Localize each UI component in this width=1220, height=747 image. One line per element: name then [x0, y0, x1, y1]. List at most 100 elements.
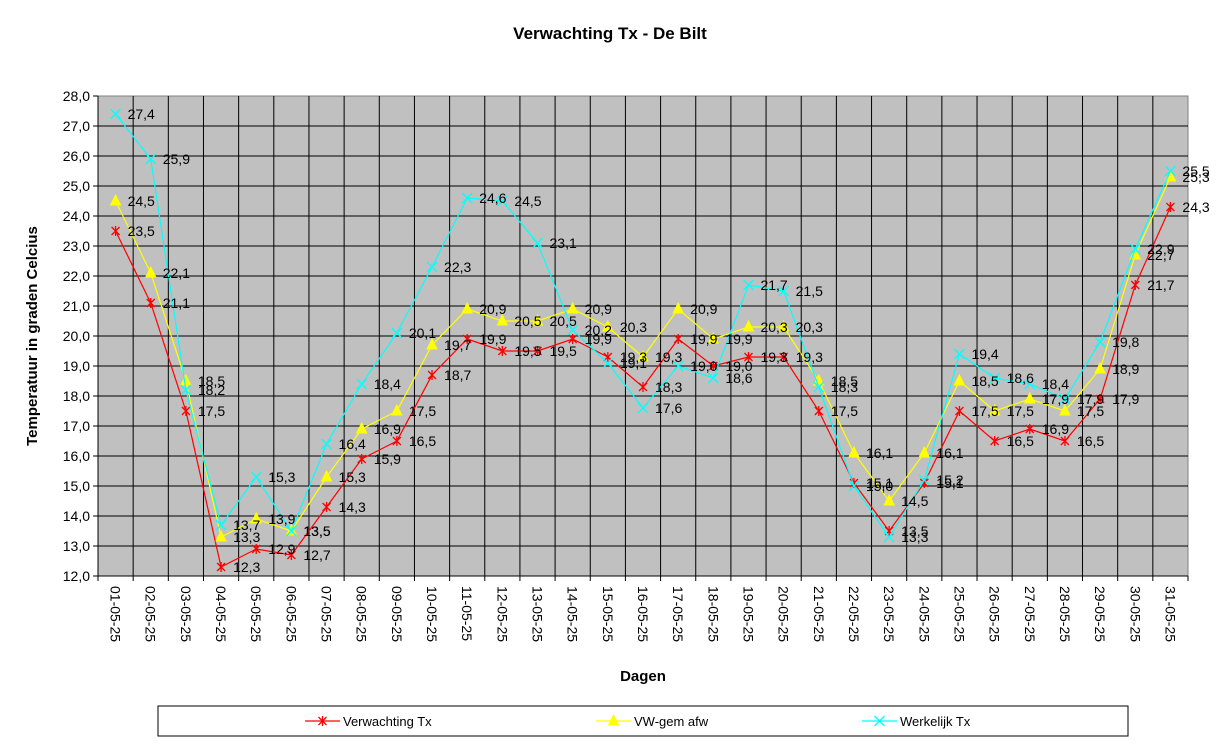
data-label: 20,9	[585, 301, 612, 317]
data-point	[672, 301, 684, 314]
data-label: 20,2	[585, 322, 612, 338]
data-label: 19,7	[444, 337, 471, 353]
data-label: 12,7	[303, 547, 330, 563]
data-point	[1023, 391, 1036, 404]
data-label: 19,3	[620, 349, 647, 365]
data-label: 19,3	[655, 349, 682, 365]
data-point	[180, 373, 192, 386]
x-axis-title: Dagen	[620, 668, 666, 685]
data-point	[777, 319, 790, 332]
data-point	[883, 531, 895, 543]
data-point	[427, 370, 437, 380]
data-label: 18,5	[831, 373, 858, 389]
y-tick-label: 26,0	[63, 148, 90, 164]
data-point	[146, 298, 156, 308]
data-label: 13,5	[303, 523, 330, 539]
data-label: 21,7	[760, 277, 787, 293]
y-tick-label: 17,0	[63, 418, 90, 434]
data-label: 17,5	[198, 403, 225, 419]
data-point	[531, 313, 544, 326]
data-point	[672, 360, 684, 372]
data-point	[355, 421, 368, 434]
y-tick-label: 15,0	[63, 478, 90, 494]
x-tick-label: 21-05-25	[811, 586, 827, 642]
data-label: 17,9	[1077, 391, 1104, 407]
y-axis-title: Temperatuur in graden Celcius	[24, 226, 41, 446]
data-label: 13,5	[303, 523, 330, 539]
data-point	[462, 334, 472, 344]
data-label: 17,9	[1042, 391, 1069, 407]
data-label: 13,3	[233, 529, 260, 545]
data-point	[742, 319, 755, 332]
data-point	[320, 469, 333, 482]
data-label: 20,3	[620, 319, 647, 335]
data-point	[953, 348, 965, 360]
data-point	[144, 265, 157, 278]
data-label: 24,6	[479, 190, 506, 206]
data-label: 19,3	[796, 349, 823, 365]
data-point	[497, 346, 507, 356]
data-label: 20,1	[409, 325, 436, 341]
x-axis: 01-05-25 02-05-25 03-05-25 04-05-25 05-05-25…	[97, 575, 1189, 642]
data-point	[988, 403, 1001, 416]
data-label: 20,9	[690, 301, 717, 317]
legend-label: Werkelijk Tx	[900, 714, 971, 729]
x-tick-label: 20-05-25	[776, 586, 792, 642]
data-label: 16,4	[339, 436, 366, 452]
data-label: 12,3	[233, 559, 260, 575]
data-point	[1094, 361, 1106, 374]
x-tick-label: 26-05-25	[987, 586, 1003, 642]
data-point	[250, 511, 263, 524]
data-point	[779, 352, 789, 362]
data-point	[743, 279, 754, 291]
data-point	[990, 436, 1000, 446]
data-point	[568, 334, 578, 344]
data-label: 15,0	[866, 478, 893, 494]
data-point	[566, 301, 579, 314]
data-point	[356, 378, 368, 390]
data-point	[1129, 243, 1141, 255]
data-point	[109, 193, 122, 206]
data-point	[533, 346, 542, 356]
data-label: 13,7	[233, 517, 260, 533]
data-point	[1130, 280, 1140, 290]
data-point	[181, 406, 191, 416]
data-point	[1024, 378, 1036, 390]
data-point	[1165, 202, 1175, 212]
data-point	[602, 357, 614, 369]
data-label: 21,1	[163, 295, 190, 311]
data-label: 18,9	[1112, 361, 1139, 377]
data-label: 25,9	[163, 151, 190, 167]
data-label: 19,4	[971, 346, 998, 362]
data-point	[180, 384, 192, 396]
data-label: 16,5	[1077, 433, 1104, 449]
x-tick-label: 11-05-25	[459, 586, 475, 641]
data-label: 24,5	[514, 193, 541, 209]
series-verwachting-tx	[111, 202, 1175, 572]
data-point	[1094, 336, 1106, 348]
data-point	[637, 349, 649, 362]
data-label: 19,5	[514, 343, 541, 359]
y-tick-label: 23,0	[63, 238, 90, 254]
data-label: 12,9	[268, 541, 295, 557]
data-label: 16,1	[936, 445, 963, 461]
data-point	[954, 406, 964, 416]
y-tick-label: 18,0	[63, 388, 90, 404]
legend-label: Verwachting Tx	[343, 714, 432, 729]
data-label: 17,6	[655, 400, 682, 416]
data-point	[918, 445, 931, 458]
y-tick-label: 21,0	[63, 298, 90, 314]
x-tick-label: 03-05-25	[178, 586, 194, 642]
x-tick-label: 29-05-25	[1092, 586, 1108, 642]
data-point	[883, 493, 895, 506]
data-point	[814, 406, 824, 416]
x-tick-label: 28-05-25	[1057, 586, 1073, 642]
data-point	[673, 334, 683, 344]
data-label: 19,1	[620, 355, 647, 371]
data-point	[1095, 394, 1105, 404]
data-label: 19,3	[760, 349, 787, 365]
series-layer	[109, 108, 1177, 572]
data-label: 22,7	[1147, 247, 1174, 263]
y-tick-label: 19,0	[63, 358, 90, 374]
data-point	[250, 471, 262, 483]
